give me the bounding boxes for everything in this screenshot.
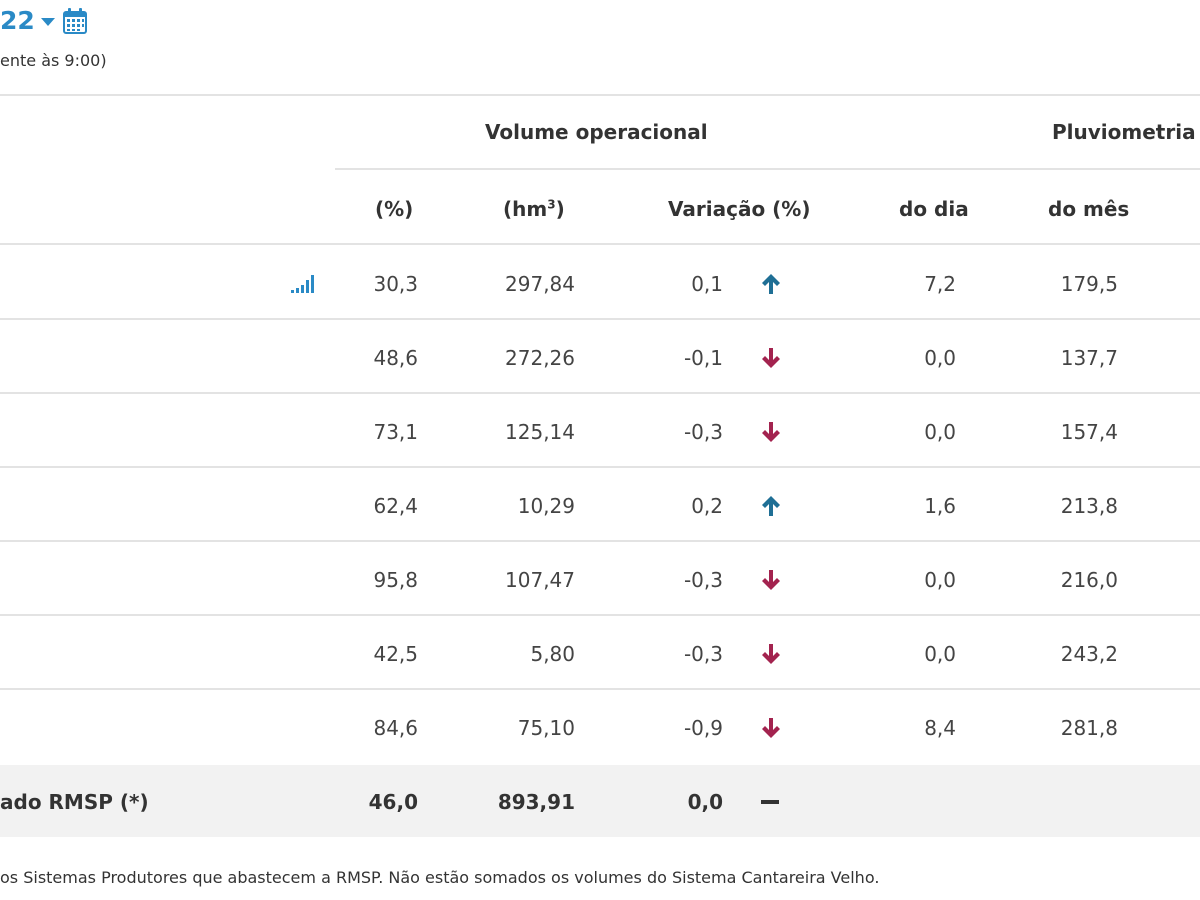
row-hm3: 297,84 bbox=[505, 272, 575, 296]
row-divider bbox=[0, 318, 1200, 320]
row-variacao: -0,3 bbox=[683, 642, 723, 666]
col-header-hm3-sup: 3 bbox=[547, 197, 556, 212]
total-row bbox=[0, 765, 1200, 837]
date-selector[interactable]: 22 bbox=[0, 6, 87, 36]
row-divider bbox=[0, 688, 1200, 690]
row-do-mes: 216,0 bbox=[1060, 568, 1118, 592]
row-pct: 48,6 bbox=[373, 346, 418, 370]
arrow-down-icon bbox=[759, 568, 783, 592]
arrow-down-icon bbox=[759, 420, 783, 444]
row-pct: 84,6 bbox=[373, 716, 418, 740]
table-row bbox=[0, 393, 1200, 467]
row-hm3: 107,47 bbox=[505, 568, 575, 592]
footnote: os Sistemas Produtores que abastecem a R… bbox=[0, 868, 880, 887]
row-variacao: -0,1 bbox=[683, 346, 723, 370]
col-header-pct: (%) bbox=[375, 197, 414, 221]
table-row bbox=[0, 689, 1200, 763]
total-hm3: 893,91 bbox=[497, 790, 575, 814]
row-do-mes: 243,2 bbox=[1060, 642, 1118, 666]
row-hm3: 125,14 bbox=[505, 420, 575, 444]
arrow-down-icon bbox=[759, 642, 783, 666]
calendar-icon[interactable] bbox=[62, 8, 87, 34]
group-header-volume: Volume operacional bbox=[485, 120, 708, 144]
table-row bbox=[0, 541, 1200, 615]
row-variacao: 0,2 bbox=[691, 494, 723, 518]
row-do-mes: 157,4 bbox=[1060, 420, 1118, 444]
row-do-dia: 0,0 bbox=[924, 568, 956, 592]
row-pct: 95,8 bbox=[373, 568, 418, 592]
row-pct: 73,1 bbox=[373, 420, 418, 444]
table-row bbox=[0, 245, 1200, 319]
row-divider bbox=[0, 540, 1200, 542]
arrow-down-icon bbox=[759, 346, 783, 370]
date-text[interactable]: 22 bbox=[0, 6, 35, 35]
total-label: ado RMSP (*) bbox=[0, 790, 149, 814]
row-pct: 42,5 bbox=[373, 642, 418, 666]
row-divider bbox=[0, 614, 1200, 616]
row-do-dia: 0,0 bbox=[924, 642, 956, 666]
col-header-variacao: Variação (%) bbox=[668, 197, 811, 221]
group-header-divider bbox=[335, 168, 1200, 170]
row-do-mes: 213,8 bbox=[1060, 494, 1118, 518]
table-row bbox=[0, 467, 1200, 541]
row-pct: 62,4 bbox=[373, 494, 418, 518]
row-do-dia: 0,0 bbox=[924, 346, 956, 370]
update-time-note: ente às 9:00) bbox=[0, 51, 107, 70]
row-do-dia: 8,4 bbox=[924, 716, 956, 740]
table-row bbox=[0, 319, 1200, 393]
table-top-border bbox=[0, 94, 1200, 96]
row-do-mes: 179,5 bbox=[1060, 272, 1118, 296]
row-divider bbox=[0, 466, 1200, 468]
header-bottom-border bbox=[0, 243, 1200, 245]
table-row bbox=[0, 615, 1200, 689]
col-header-do-dia: do dia bbox=[899, 197, 969, 221]
row-do-mes: 281,8 bbox=[1060, 716, 1118, 740]
row-variacao: -0,9 bbox=[683, 716, 723, 740]
chevron-down-icon[interactable] bbox=[40, 18, 55, 26]
row-do-dia: 7,2 bbox=[924, 272, 956, 296]
row-do-mes: 137,7 bbox=[1060, 346, 1118, 370]
row-hm3: 5,80 bbox=[530, 642, 575, 666]
row-variacao: 0,1 bbox=[691, 272, 723, 296]
row-do-dia: 1,6 bbox=[924, 494, 956, 518]
group-header-pluviometria: Pluviometria bbox=[1052, 120, 1196, 144]
col-header-hm3: (hm3) bbox=[503, 197, 565, 221]
row-hm3: 75,10 bbox=[517, 716, 575, 740]
row-variacao: -0,3 bbox=[683, 420, 723, 444]
row-divider bbox=[0, 392, 1200, 394]
col-header-do-mes: do mês bbox=[1048, 197, 1130, 221]
dash-icon bbox=[759, 790, 783, 814]
col-header-hm3-prefix: (hm bbox=[503, 197, 548, 221]
row-variacao: -0,3 bbox=[683, 568, 723, 592]
row-hm3: 10,29 bbox=[517, 494, 575, 518]
col-header-hm3-suffix: ) bbox=[555, 197, 565, 221]
row-hm3: 272,26 bbox=[505, 346, 575, 370]
bar-chart-icon[interactable] bbox=[291, 272, 319, 294]
arrow-up-icon bbox=[759, 494, 783, 518]
arrow-up-icon bbox=[759, 272, 783, 296]
total-variacao: 0,0 bbox=[687, 790, 723, 814]
row-pct: 30,3 bbox=[373, 272, 418, 296]
total-pct: 46,0 bbox=[368, 790, 418, 814]
row-do-dia: 0,0 bbox=[924, 420, 956, 444]
arrow-down-icon bbox=[759, 716, 783, 740]
